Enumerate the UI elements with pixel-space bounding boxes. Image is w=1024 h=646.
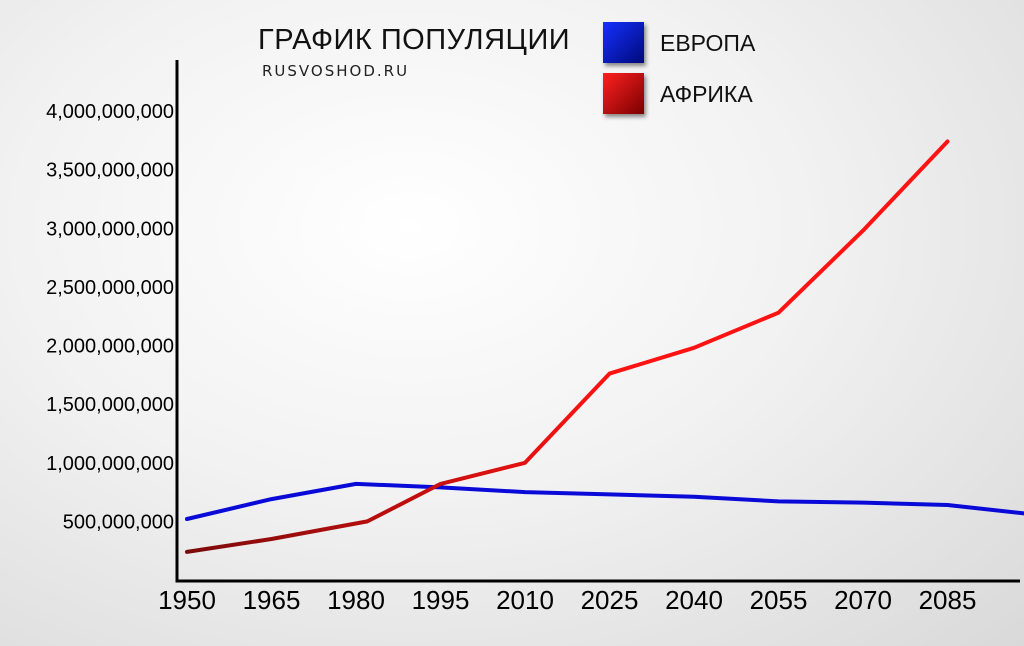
legend-label-europe: ЕВРОПА xyxy=(660,30,756,56)
legend-swatch-europe xyxy=(603,22,644,63)
y-tick-label: 1,500,000,000 xyxy=(46,394,174,416)
series-line-europe xyxy=(185,481,1024,521)
x-tick-label: 2055 xyxy=(750,585,808,615)
x-tick-label: 2040 xyxy=(665,585,723,615)
x-tick-label: 2025 xyxy=(581,585,639,615)
x-tick-label: 1995 xyxy=(412,585,470,615)
x-tick-label: 2085 xyxy=(919,585,977,615)
legend-swatch-africa xyxy=(603,73,644,114)
x-tick-label: 1950 xyxy=(158,585,216,615)
chart-title: ГРАФИК ПОПУЛЯЦИИ xyxy=(258,24,571,56)
y-tick-label: 3,000,000,000 xyxy=(46,218,174,240)
y-tick-label: 4,000,000,000 xyxy=(46,101,174,123)
y-tick-label: 1,000,000,000 xyxy=(46,453,174,475)
x-tick-label: 1980 xyxy=(327,585,385,615)
x-tick-label: 1965 xyxy=(243,585,301,615)
series-line-africa xyxy=(185,139,950,554)
chart-subtitle: RUSVOSHOD.RU xyxy=(262,62,410,80)
y-tick-label: 2,500,000,000 xyxy=(46,277,174,299)
x-tick-label: 2010 xyxy=(496,585,554,615)
y-tick-label: 2,000,000,000 xyxy=(46,336,174,358)
x-tick-label: 2070 xyxy=(834,585,892,615)
legend-label-africa: АФРИКА xyxy=(660,81,753,107)
y-tick-label: 3,500,000,000 xyxy=(46,160,174,182)
y-tick-label: 500,000,000 xyxy=(63,511,174,533)
